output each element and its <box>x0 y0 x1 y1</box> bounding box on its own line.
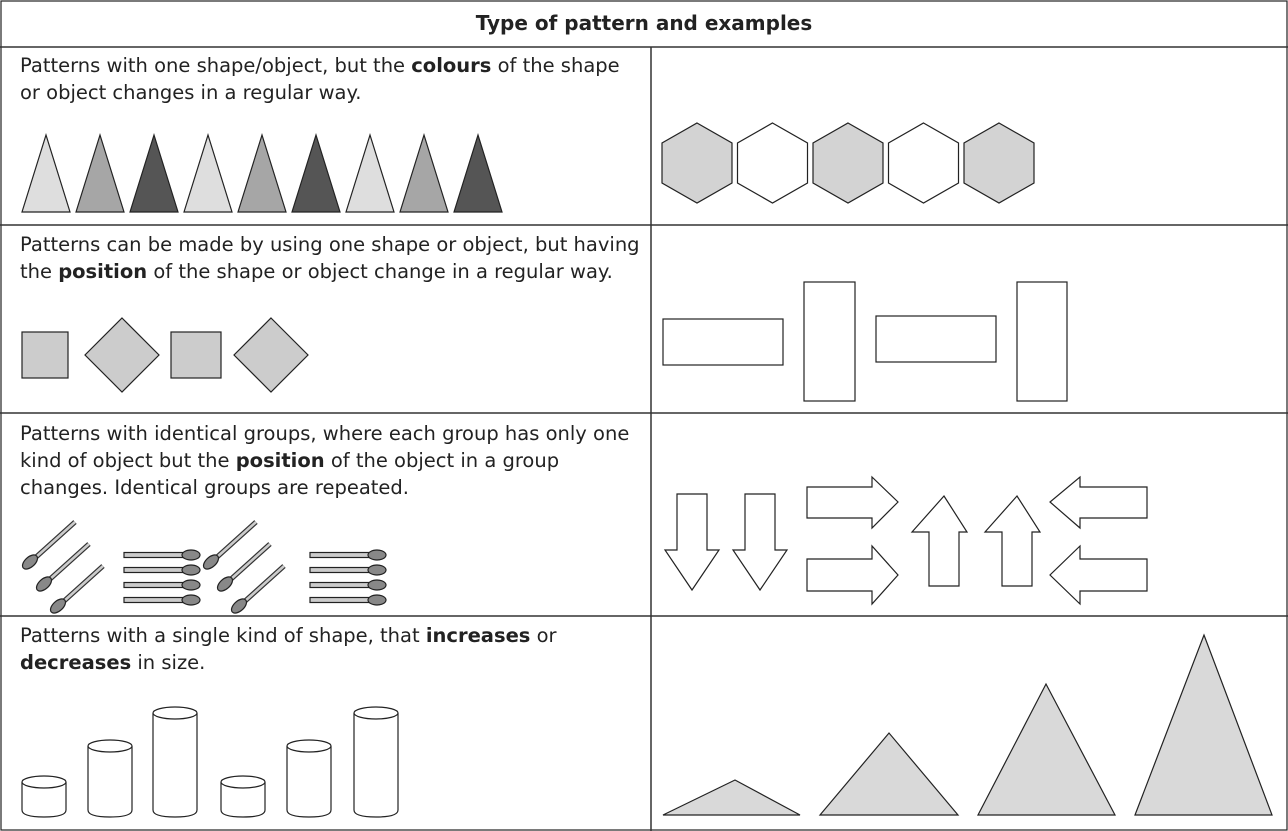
square <box>21 331 69 379</box>
swab-tip <box>367 594 387 606</box>
arrow-right <box>806 544 899 606</box>
cylinder-top <box>286 739 332 753</box>
triangle <box>818 732 960 816</box>
swab-tip <box>230 598 248 614</box>
arrow-right <box>806 475 899 530</box>
cylinder-body <box>21 782 67 818</box>
hexagon <box>963 122 1035 204</box>
swab-tip <box>181 579 201 591</box>
cylinder-body <box>152 713 198 818</box>
diamond <box>233 317 309 393</box>
triangle <box>345 132 395 213</box>
swab-tip <box>202 554 220 570</box>
rectangle <box>803 281 856 402</box>
cylinder-top <box>353 706 399 720</box>
cylinder-top <box>152 706 198 720</box>
hexagon <box>812 122 884 204</box>
cylinder-top <box>87 739 133 753</box>
triangle <box>183 132 233 213</box>
arrow-left <box>1049 475 1148 530</box>
triangle <box>237 132 287 213</box>
swab-stick <box>215 521 257 559</box>
swab-tip <box>367 579 387 591</box>
swab-stick <box>123 596 185 604</box>
swab-stick <box>123 581 185 589</box>
swab-stick <box>34 521 76 559</box>
triangle <box>1134 633 1273 816</box>
text: of the shape or object change in a regul… <box>147 260 613 283</box>
bold-text: colours <box>411 54 492 77</box>
swab-stick <box>123 551 185 559</box>
triangle <box>977 682 1116 816</box>
cylinder-top <box>220 775 266 789</box>
swab-tip <box>35 576 53 592</box>
text: in size. <box>131 651 206 674</box>
arrow-left <box>1049 544 1148 606</box>
arrow-down <box>663 493 721 592</box>
cylinder-top <box>21 775 67 789</box>
arrow-up <box>983 495 1042 587</box>
swab-stick <box>309 581 371 589</box>
cylinder-body <box>286 746 332 818</box>
cell-text: Patterns with one shape/object, but the … <box>20 52 645 106</box>
swab-stick <box>309 566 371 574</box>
shapes <box>21 122 1273 818</box>
bold-text: decreases <box>20 651 132 674</box>
swab-stick <box>48 543 90 581</box>
triangle <box>129 132 179 213</box>
triangle <box>75 132 125 213</box>
triangle <box>21 132 71 213</box>
text: Patterns with one shape/object, but the <box>20 54 412 77</box>
triangle <box>291 132 341 213</box>
swab-tip <box>181 564 201 576</box>
rectangle <box>1016 281 1068 402</box>
rectangle <box>662 318 784 366</box>
swab-tip <box>21 554 39 570</box>
swab-stick <box>62 565 104 603</box>
cell-text: Patterns with a single kind of shape, th… <box>20 622 645 676</box>
cylinder-body <box>87 746 133 818</box>
swab-tip <box>367 564 387 576</box>
text: of the object in a group changes. Identi… <box>20 449 560 499</box>
cell-text: Patterns with identical groups, where ea… <box>20 420 645 501</box>
text: Patterns can be made by using one shape … <box>20 233 640 283</box>
swab-stick <box>123 566 185 574</box>
cylinder-body <box>220 782 266 818</box>
arrow-up <box>910 495 969 587</box>
table-header: Type of pattern and examples <box>475 11 813 35</box>
swab-stick <box>309 596 371 604</box>
text: Patterns with identical groups, where ea… <box>20 422 630 472</box>
swab-tip <box>181 594 201 606</box>
cell-text: Patterns can be made by using one shape … <box>20 231 645 285</box>
diamond <box>84 317 160 393</box>
swab-stick <box>229 543 271 581</box>
bold-text: position <box>235 449 325 472</box>
swab-tip <box>181 549 201 561</box>
square <box>170 331 222 379</box>
text: Patterns with a single kind of shape, th… <box>20 624 426 647</box>
arrow-down <box>731 493 789 592</box>
triangle <box>399 132 449 213</box>
swab-tip <box>216 576 234 592</box>
triangle <box>662 779 801 816</box>
hexagon <box>887 122 960 204</box>
swab-tip <box>367 549 387 561</box>
bold-text: increases <box>425 624 531 647</box>
text: of the shape or object changes in a regu… <box>20 54 620 104</box>
hexagon <box>661 122 733 204</box>
cylinder-body <box>353 713 399 818</box>
swab-stick <box>243 565 285 603</box>
rectangle <box>875 315 997 363</box>
bold-text: position <box>58 260 148 283</box>
triangle <box>453 132 503 213</box>
swab-tip <box>49 598 67 614</box>
text: or <box>530 624 557 647</box>
swab-stick <box>309 551 371 559</box>
hexagon <box>736 122 809 204</box>
